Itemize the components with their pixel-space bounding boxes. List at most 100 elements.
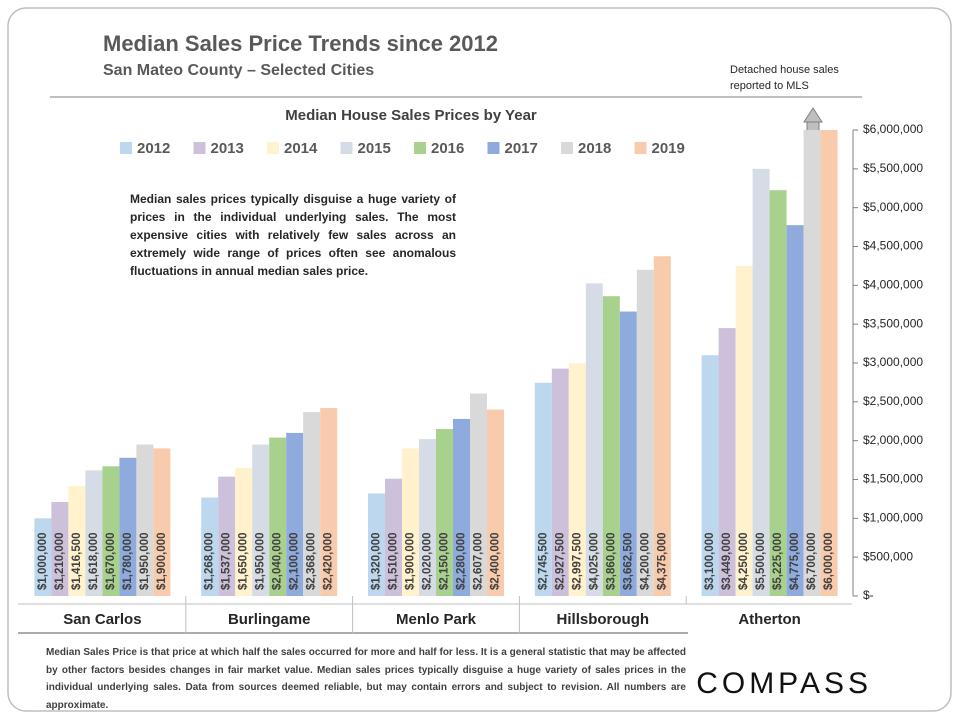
- bar: [436, 429, 453, 596]
- value-label: $2,040,000: [272, 532, 284, 590]
- bar: [136, 444, 154, 596]
- bar: [735, 265, 753, 596]
- legend-label: 2017: [505, 140, 538, 157]
- legend-swatch: [193, 142, 206, 154]
- value-label: $2,927,500: [554, 532, 566, 590]
- bar: [636, 269, 654, 596]
- bar: [803, 130, 821, 597]
- y-tick-label: $5,500,000: [863, 161, 923, 175]
- legend-label: 2016: [431, 140, 464, 157]
- bar: [201, 497, 219, 596]
- bar: [34, 518, 52, 596]
- bar: [402, 448, 419, 596]
- value-label: $2,020,000: [422, 532, 434, 590]
- bar: [585, 283, 603, 596]
- frame: [7, 7, 952, 712]
- bar: [820, 130, 838, 596]
- value-label: $2,745,500: [537, 532, 549, 590]
- x-tick-label: Atherton: [738, 611, 801, 628]
- value-label: $1,320,000: [371, 532, 383, 590]
- value-label: $1,618,000: [88, 532, 100, 590]
- bar: [752, 168, 770, 597]
- bar: [235, 467, 253, 596]
- chart-title: Median Sales Price Trends since 2012: [103, 31, 498, 56]
- bar: [786, 225, 804, 596]
- value-label: $4,200,000: [639, 532, 651, 590]
- bar: [85, 470, 103, 596]
- value-label: $4,250,000: [738, 532, 750, 590]
- value-label: $4,775,000: [789, 532, 801, 590]
- x-tick-label: San Carlos: [63, 611, 141, 628]
- bar: [653, 256, 671, 596]
- description: Median sales prices typically disguise a…: [130, 192, 456, 278]
- y-tick-label: $2,500,000: [863, 394, 923, 408]
- bar: [419, 439, 436, 596]
- bar: [551, 368, 569, 596]
- bar: [68, 485, 86, 596]
- value-label: $1,900,000: [405, 532, 417, 590]
- y-tick-label: $4,500,000: [863, 239, 923, 253]
- value-label: $2,280,000: [456, 532, 468, 590]
- value-label: $6,700,000: [806, 532, 818, 590]
- bar: [701, 355, 719, 596]
- value-label: $1,950,000: [255, 532, 267, 590]
- value-label: $3,662,500: [622, 532, 634, 590]
- y-tick-label: $4,000,000: [863, 278, 923, 292]
- value-label: $1,416,500: [71, 532, 83, 590]
- value-label: $2,400,000: [490, 532, 502, 590]
- legend-swatch: [634, 142, 647, 154]
- legend-label: 2014: [284, 140, 318, 157]
- y-tick-label: $3,000,000: [863, 355, 923, 369]
- value-label: $3,100,000: [704, 532, 716, 590]
- legend-label: 2018: [578, 140, 611, 157]
- annotation: Detached house sales reported to MLS: [730, 64, 839, 92]
- value-label: $1,268,000: [204, 532, 216, 590]
- value-label: $2,420,000: [323, 532, 335, 590]
- legend-swatch: [340, 142, 353, 154]
- legend-swatch: [414, 142, 426, 154]
- value-label: $1,900,000: [156, 532, 168, 590]
- bar: [286, 432, 304, 596]
- bar: [602, 296, 620, 596]
- y-tick-label: $5,000,000: [863, 200, 923, 214]
- value-label: $1,537,000: [221, 532, 233, 590]
- value-label: $1,210,000: [54, 532, 66, 590]
- y-tick-label: $500,000: [863, 549, 913, 563]
- logo: COMPASS: [696, 667, 872, 700]
- value-label: $5,225,000: [772, 532, 784, 590]
- value-label: $6,000,000: [823, 532, 835, 590]
- y-tick-label: $-: [863, 588, 874, 602]
- value-label: $1,650,000: [238, 532, 250, 590]
- legend-label: 2013: [211, 140, 244, 157]
- bar: [487, 409, 504, 596]
- bar: [568, 363, 586, 596]
- value-label: $2,150,000: [439, 532, 451, 590]
- bar: [153, 448, 171, 596]
- bar: [718, 328, 736, 596]
- bar: [51, 502, 69, 596]
- legend-label: 2019: [652, 140, 685, 157]
- y-tick-label: $3,500,000: [863, 316, 923, 330]
- bar: [320, 408, 338, 596]
- value-label: $1,950,000: [139, 532, 151, 590]
- legend-swatch: [487, 142, 500, 154]
- value-label: $2,368,000: [306, 532, 318, 590]
- bar: [534, 382, 552, 596]
- legend-label: 2015: [358, 140, 391, 157]
- bar: [619, 311, 637, 596]
- footnote: Median Sales Price is that price at whic…: [46, 647, 686, 711]
- value-label: $4,375,000: [656, 532, 668, 590]
- bar: [453, 418, 470, 596]
- bar: [218, 476, 236, 596]
- x-tick-label: Hillsborough: [557, 611, 650, 628]
- value-label: $1,000,000: [37, 532, 49, 590]
- bar: [368, 493, 385, 596]
- y-tick-label: $6,000,000: [863, 122, 923, 136]
- value-label: $3,860,000: [605, 532, 617, 590]
- y-tick-label: $1,500,000: [863, 472, 923, 486]
- legend-label: 2012: [137, 140, 170, 157]
- value-label: $3,449,000: [721, 532, 733, 590]
- x-tick-label: Menlo Park: [396, 611, 477, 628]
- chart-subtitle: San Mateo County – Selected Cities: [103, 62, 374, 79]
